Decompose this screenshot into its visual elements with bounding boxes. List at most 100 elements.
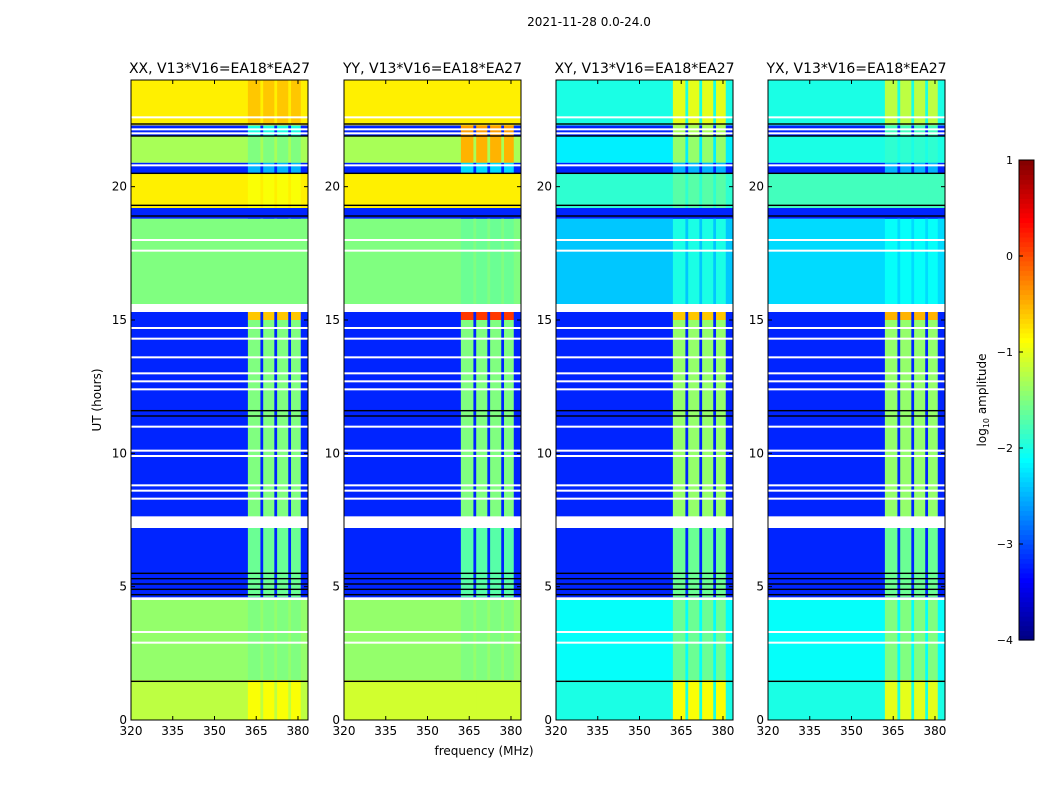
flag-line: [344, 577, 521, 580]
blank-line: [768, 597, 945, 600]
rfi-cell: [490, 600, 502, 680]
rfi-cell: [247, 600, 261, 680]
colorbar-segment: [1019, 568, 1034, 574]
blank-line: [768, 425, 945, 428]
flag-line: [131, 215, 308, 217]
rfi-cell: [900, 218, 912, 304]
rfi-cell: [702, 173, 714, 208]
rfi-cell: [672, 312, 686, 320]
y-tick-label: 20: [112, 180, 127, 194]
rfi-cell: [672, 680, 686, 720]
colorbar-segment: [1019, 390, 1034, 396]
blank-line: [131, 523, 308, 525]
panel-3: YX, V13*V16=EA18*EA27 320 335 350 365 380 0 5 10…: [749, 61, 947, 738]
rfi-cell: [702, 312, 714, 320]
rfi-cell: [277, 680, 289, 720]
flag-line: [344, 123, 521, 125]
colorbar-segment: [1019, 438, 1034, 444]
rfi-cell: [476, 80, 488, 126]
flag-line: [131, 135, 308, 137]
rfi-cell: [702, 208, 714, 219]
rfi-cell: [263, 312, 275, 518]
blank-line: [556, 128, 733, 131]
blank-line: [344, 307, 521, 309]
colorbar-segment: [1019, 284, 1034, 291]
band-cell: [768, 125, 945, 136]
x-tick-label: 380: [712, 724, 735, 738]
blank-line: [556, 304, 733, 307]
rfi-cell: [672, 528, 686, 598]
colorbar-segment: [1019, 409, 1034, 415]
panel-1: YY, V13*V16=EA18*EA27 320 335 350 365 380 0 5 10…: [325, 61, 523, 738]
rfi-cell: [702, 600, 714, 680]
blank-line: [768, 239, 945, 241]
y-tick-label: 20: [537, 180, 552, 194]
flag-line: [556, 204, 733, 207]
blank-line: [131, 520, 308, 523]
colorbar-segment: [1019, 548, 1034, 555]
rfi-cell: [702, 312, 714, 518]
rfi-cell: [460, 136, 474, 163]
y-tick-label: 10: [112, 446, 127, 460]
colorbar-tick-label: −2: [997, 442, 1013, 455]
blank-line: [131, 597, 308, 600]
rfi-cell: [247, 208, 261, 219]
colorbar-segment: [1019, 601, 1034, 607]
panel-title: YX, V13*V16=EA18*EA27: [765, 61, 946, 77]
blank-line: [344, 631, 521, 633]
rfi-cell: [490, 173, 502, 208]
flag-line: [131, 593, 308, 596]
flag-line: [131, 415, 308, 417]
flag-line: [344, 204, 521, 207]
rfi-cell: [702, 218, 714, 304]
flag-line: [344, 572, 521, 575]
colorbar-segment: [1019, 328, 1034, 334]
blank-line: [556, 523, 733, 525]
rfi-cell: [672, 173, 686, 208]
colorbar-segment: [1019, 179, 1034, 185]
colorbar-segment: [1019, 572, 1034, 579]
rfi-cell: [672, 80, 686, 126]
blank-line: [131, 425, 308, 428]
band-cell: [344, 312, 521, 320]
y-tick-label: 5: [332, 580, 340, 594]
colorbar-segment: [1019, 476, 1034, 483]
colorbar-segment: [1019, 174, 1034, 180]
band-cell: [768, 162, 945, 174]
rfi-cell: [460, 600, 474, 680]
blank-line: [556, 641, 733, 644]
rfi-cell: [914, 80, 926, 126]
x-tick-label: 350: [203, 724, 226, 738]
y-tick-label: 15: [749, 313, 764, 327]
blank-line: [344, 239, 521, 241]
rfi-cell: [247, 162, 261, 174]
colorbar-tick-label: 0: [1006, 250, 1013, 263]
rfi-cell: [277, 312, 289, 518]
rfi-cell: [914, 136, 926, 163]
rfi-cell: [884, 680, 898, 720]
colorbar-segment: [1019, 208, 1034, 214]
rfi-cell: [291, 218, 301, 304]
rfi-cell: [504, 80, 514, 126]
blank-line: [131, 337, 308, 340]
rfi-cell: [688, 528, 700, 598]
blank-line: [344, 380, 521, 383]
colorbar-segment: [1019, 246, 1034, 252]
blank-line: [768, 497, 945, 500]
x-tick-label: 350: [840, 724, 863, 738]
rfi-cell: [914, 218, 926, 304]
colorbar-segment: [1019, 481, 1034, 487]
flag-line: [131, 204, 308, 207]
panel-title: YY, V13*V16=EA18*EA27: [342, 61, 522, 77]
flag-line: [131, 572, 308, 575]
x-tick-label: 320: [333, 724, 356, 738]
colorbar-segment: [1019, 467, 1034, 473]
rfi-cell: [263, 80, 275, 126]
blank-line: [344, 520, 521, 523]
rfi-cell: [900, 80, 912, 126]
rfi-cell: [688, 80, 700, 126]
rfi-cell: [900, 528, 912, 598]
rfi-cell: [504, 600, 514, 680]
y-tick-label: 0: [544, 713, 552, 727]
rfi-cell: [716, 312, 726, 518]
